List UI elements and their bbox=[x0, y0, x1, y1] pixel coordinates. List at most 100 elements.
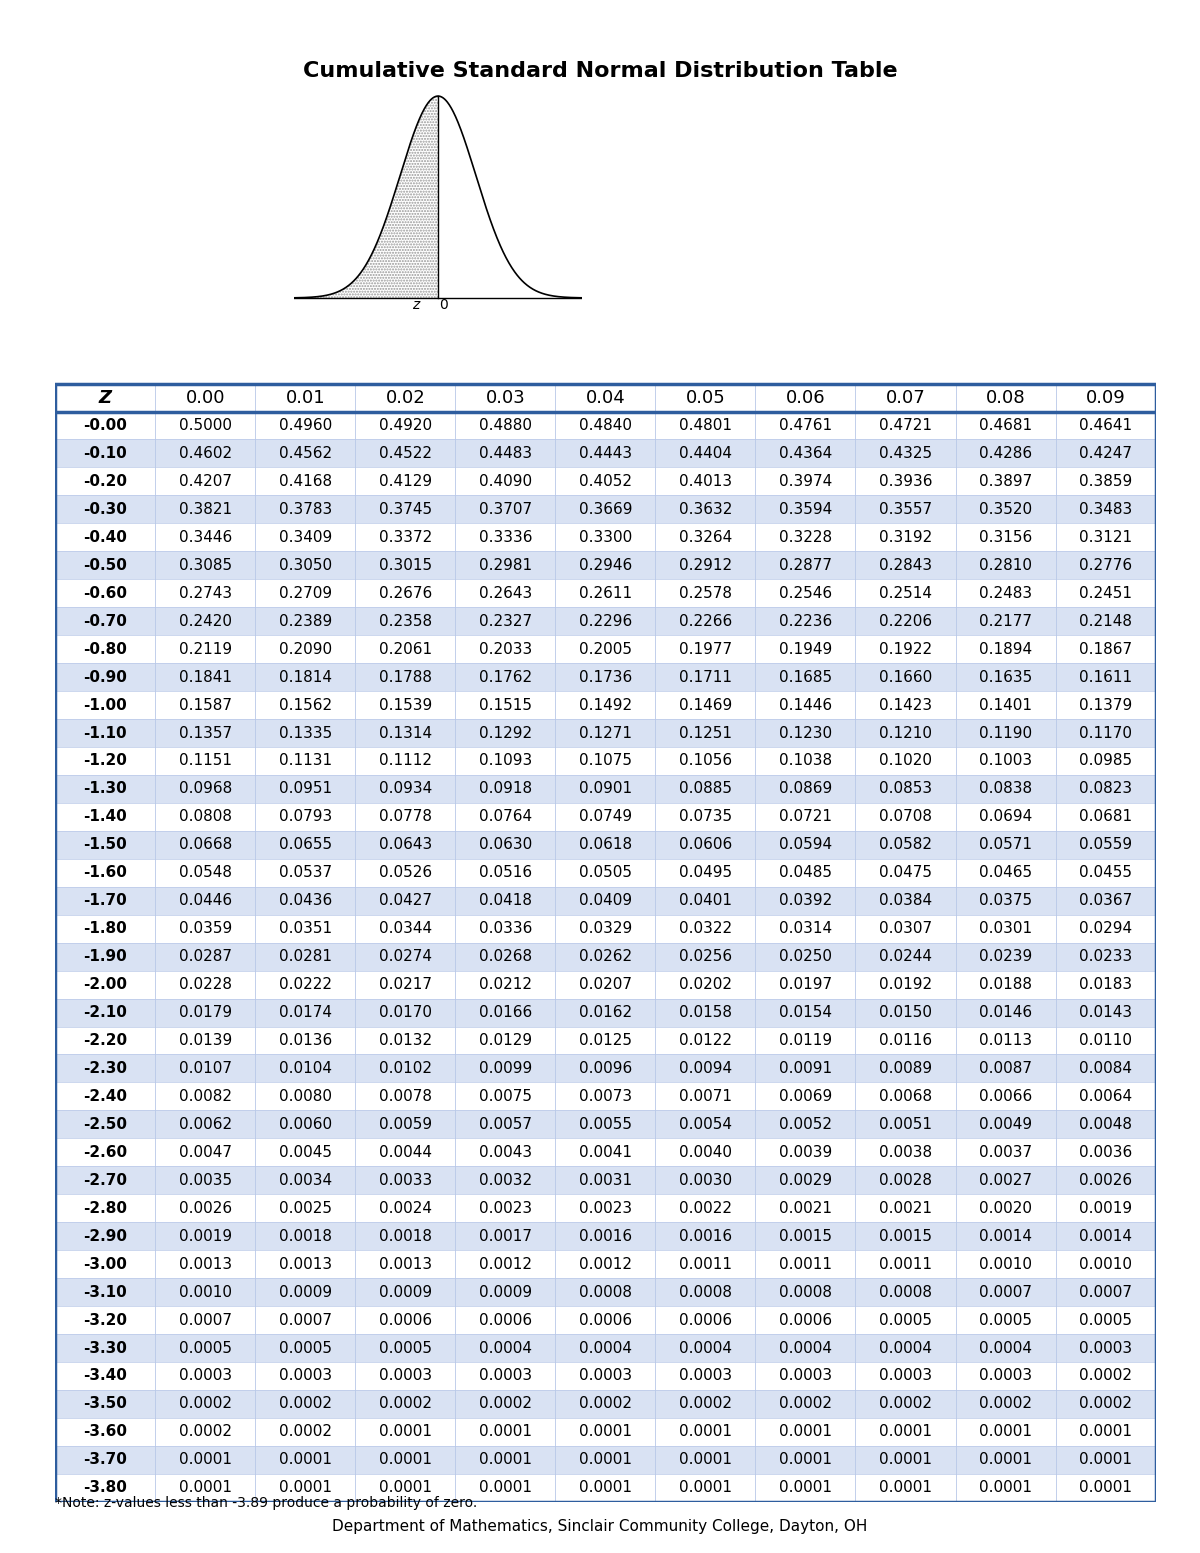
Text: 0.1788: 0.1788 bbox=[379, 669, 432, 685]
Text: 0.06: 0.06 bbox=[786, 388, 826, 407]
Text: 0.0008: 0.0008 bbox=[880, 1284, 932, 1300]
Text: 0.0009: 0.0009 bbox=[379, 1284, 432, 1300]
Text: 0.0033: 0.0033 bbox=[379, 1173, 432, 1188]
Text: 0.2843: 0.2843 bbox=[878, 558, 932, 573]
Text: 0.1922: 0.1922 bbox=[878, 641, 932, 657]
Text: 0.0170: 0.0170 bbox=[379, 1005, 432, 1020]
Text: 0.0001: 0.0001 bbox=[979, 1480, 1032, 1496]
Text: 0.0012: 0.0012 bbox=[578, 1256, 632, 1272]
Text: 0.0011: 0.0011 bbox=[880, 1256, 932, 1272]
Bar bbox=[55, 859, 1156, 887]
Text: 0.0003: 0.0003 bbox=[379, 1368, 432, 1384]
Text: 0.4960: 0.4960 bbox=[278, 418, 332, 433]
Text: -3.10: -3.10 bbox=[83, 1284, 127, 1300]
Text: 0.0043: 0.0043 bbox=[479, 1145, 532, 1160]
Text: 0.0001: 0.0001 bbox=[578, 1480, 632, 1496]
Text: 0.0003: 0.0003 bbox=[179, 1368, 232, 1384]
Text: 0.0015: 0.0015 bbox=[779, 1228, 832, 1244]
Text: 0.0401: 0.0401 bbox=[679, 893, 732, 909]
Text: 0.0064: 0.0064 bbox=[1079, 1089, 1132, 1104]
Bar bbox=[55, 1110, 1156, 1138]
Text: 0.0526: 0.0526 bbox=[379, 865, 432, 881]
Bar bbox=[55, 439, 1156, 467]
Text: 0.0006: 0.0006 bbox=[578, 1312, 632, 1328]
Text: 0.0002: 0.0002 bbox=[379, 1396, 432, 1412]
Text: 0.1814: 0.1814 bbox=[278, 669, 331, 685]
Text: 0.3446: 0.3446 bbox=[179, 530, 232, 545]
Text: 0.0082: 0.0082 bbox=[179, 1089, 232, 1104]
Text: 0.0005: 0.0005 bbox=[1079, 1312, 1132, 1328]
Text: -3.20: -3.20 bbox=[83, 1312, 127, 1328]
Text: 0.0094: 0.0094 bbox=[679, 1061, 732, 1076]
Text: 0.0001: 0.0001 bbox=[679, 1452, 732, 1468]
Text: 0.0003: 0.0003 bbox=[979, 1368, 1032, 1384]
Text: 0.08: 0.08 bbox=[985, 388, 1025, 407]
Text: 0.4721: 0.4721 bbox=[880, 418, 932, 433]
Text: 0.0158: 0.0158 bbox=[679, 1005, 732, 1020]
Text: 0.0139: 0.0139 bbox=[179, 1033, 232, 1048]
Text: 0.1562: 0.1562 bbox=[278, 697, 332, 713]
Text: 0.0010: 0.0010 bbox=[979, 1256, 1032, 1272]
Text: 0.2578: 0.2578 bbox=[679, 585, 732, 601]
Text: 0.0066: 0.0066 bbox=[979, 1089, 1032, 1104]
Text: 0.0091: 0.0091 bbox=[779, 1061, 832, 1076]
Bar bbox=[55, 467, 1156, 495]
Text: 0.03: 0.03 bbox=[486, 388, 526, 407]
Text: 0.0005: 0.0005 bbox=[880, 1312, 932, 1328]
Text: 0.0005: 0.0005 bbox=[278, 1340, 331, 1356]
Text: 0.4090: 0.4090 bbox=[479, 474, 532, 489]
Text: 0.1587: 0.1587 bbox=[179, 697, 232, 713]
Text: 0.0359: 0.0359 bbox=[179, 921, 232, 936]
Text: 0.0268: 0.0268 bbox=[479, 949, 532, 964]
Text: 0.1131: 0.1131 bbox=[278, 753, 332, 769]
Bar bbox=[55, 1222, 1156, 1250]
Text: -0.00: -0.00 bbox=[83, 418, 127, 433]
Text: 0.4602: 0.4602 bbox=[179, 446, 232, 461]
Text: 0.1539: 0.1539 bbox=[379, 697, 432, 713]
Bar bbox=[55, 579, 1156, 607]
Text: 0.0166: 0.0166 bbox=[479, 1005, 532, 1020]
Bar bbox=[55, 915, 1156, 943]
Text: 0.0322: 0.0322 bbox=[679, 921, 732, 936]
Text: 0.0853: 0.0853 bbox=[878, 781, 932, 797]
Text: 0.0150: 0.0150 bbox=[880, 1005, 932, 1020]
Text: 0.0038: 0.0038 bbox=[878, 1145, 932, 1160]
Text: 0.0028: 0.0028 bbox=[880, 1173, 932, 1188]
Text: 0.0418: 0.0418 bbox=[479, 893, 532, 909]
Bar bbox=[55, 719, 1156, 747]
Text: 0.0054: 0.0054 bbox=[679, 1117, 732, 1132]
Text: 0.0001: 0.0001 bbox=[379, 1452, 432, 1468]
Text: 0.0014: 0.0014 bbox=[1079, 1228, 1132, 1244]
Text: 0.0078: 0.0078 bbox=[379, 1089, 432, 1104]
Text: 0.2877: 0.2877 bbox=[779, 558, 832, 573]
Text: 0.2358: 0.2358 bbox=[379, 613, 432, 629]
Bar bbox=[55, 551, 1156, 579]
Text: 0.0041: 0.0041 bbox=[578, 1145, 632, 1160]
Text: 0.0048: 0.0048 bbox=[1079, 1117, 1132, 1132]
Text: -2.70: -2.70 bbox=[83, 1173, 127, 1188]
Text: 0.0096: 0.0096 bbox=[578, 1061, 632, 1076]
Text: 0.02: 0.02 bbox=[385, 388, 425, 407]
Text: 0.0119: 0.0119 bbox=[779, 1033, 832, 1048]
Text: 0.3783: 0.3783 bbox=[278, 502, 332, 517]
Text: Department of Mathematics, Sinclair Community College, Dayton, OH: Department of Mathematics, Sinclair Comm… bbox=[332, 1519, 868, 1534]
Text: 0.0002: 0.0002 bbox=[479, 1396, 532, 1412]
Text: 0.0465: 0.0465 bbox=[979, 865, 1032, 881]
Text: 0.0022: 0.0022 bbox=[679, 1200, 732, 1216]
Text: 0.0004: 0.0004 bbox=[979, 1340, 1032, 1356]
Text: 0.0003: 0.0003 bbox=[278, 1368, 332, 1384]
Bar bbox=[55, 1306, 1156, 1334]
Text: 0.4641: 0.4641 bbox=[1079, 418, 1132, 433]
Text: 0.4207: 0.4207 bbox=[179, 474, 232, 489]
Text: 0.4840: 0.4840 bbox=[578, 418, 632, 433]
Text: 0.0005: 0.0005 bbox=[979, 1312, 1032, 1328]
Text: 0.0548: 0.0548 bbox=[179, 865, 232, 881]
Text: 0.0003: 0.0003 bbox=[1079, 1340, 1132, 1356]
Text: 0.0039: 0.0039 bbox=[779, 1145, 832, 1160]
Text: 0.0001: 0.0001 bbox=[979, 1452, 1032, 1468]
Text: 0.0001: 0.0001 bbox=[779, 1480, 832, 1496]
Text: 0.0020: 0.0020 bbox=[979, 1200, 1032, 1216]
Text: 0.1271: 0.1271 bbox=[578, 725, 632, 741]
Text: -3.80: -3.80 bbox=[83, 1480, 127, 1496]
Text: 0.3300: 0.3300 bbox=[578, 530, 632, 545]
